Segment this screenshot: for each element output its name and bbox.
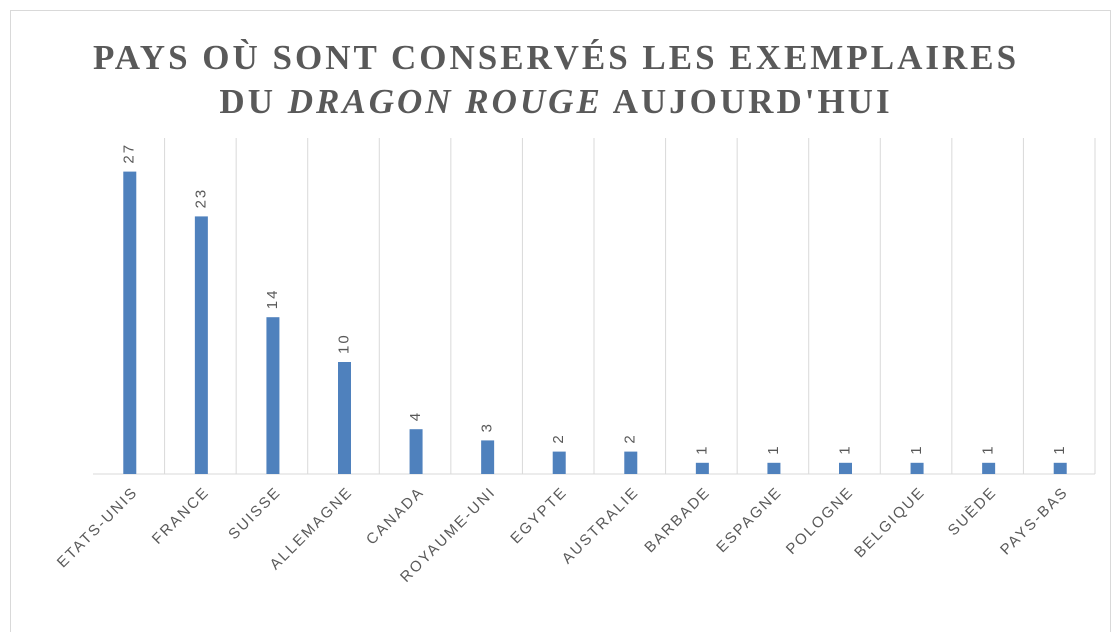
x-tick-label: POLOGNE <box>783 484 857 558</box>
data-label: 27 <box>121 143 138 164</box>
bar <box>552 451 566 474</box>
title-text: DU <box>219 82 276 121</box>
bar <box>695 462 709 474</box>
x-tick-label: EGYPTE <box>507 484 571 548</box>
x-tick-label: PAYS-BAS <box>997 484 1072 559</box>
data-label: 3 <box>479 422 496 432</box>
bar <box>767 462 781 474</box>
chart-title: PAYS OÙ SONT CONSERVÉS LES EXEMPLAIRES D… <box>0 36 1112 124</box>
bar <box>266 317 280 474</box>
bar <box>982 462 996 474</box>
data-label: 2 <box>622 433 639 443</box>
chart-border <box>10 10 1111 632</box>
bar <box>338 362 351 474</box>
x-tick-label: ESPAGNE <box>713 484 785 556</box>
x-tick-label: SUÈDE <box>945 484 1001 540</box>
data-label: 10 <box>335 333 352 354</box>
x-tick-label: BARBADE <box>641 484 714 557</box>
bar <box>839 462 852 474</box>
title-line: PAYS OÙ SONT CONSERVÉS LES EXEMPLAIRES <box>0 36 1112 80</box>
data-label: 4 <box>407 411 424 421</box>
bar <box>481 440 495 474</box>
data-label: 1 <box>765 444 782 454</box>
title-line: DU DRAGON ROUGE AUJOURD'HUI <box>0 80 1112 124</box>
bar <box>194 216 208 474</box>
x-tick-label: FRANCE <box>149 484 213 548</box>
data-label: 1 <box>908 444 925 454</box>
data-label: 1 <box>1051 444 1068 454</box>
bar <box>910 462 924 474</box>
bar <box>1053 462 1067 474</box>
data-label: 1 <box>693 444 710 454</box>
title-text: PAYS OÙ SONT CONSERVÉS LES EXEMPLAIRES <box>92 38 1020 77</box>
data-label: 1 <box>980 444 997 454</box>
data-label: 14 <box>264 289 281 310</box>
title-italic: DRAGON ROUGE <box>287 82 603 121</box>
data-label: 2 <box>550 433 567 443</box>
bar <box>624 451 638 474</box>
data-label: 1 <box>836 444 853 454</box>
x-tick-label: CANADA <box>363 484 428 549</box>
bar <box>409 429 423 474</box>
x-tick-label: ETATS-UNIS <box>54 484 142 572</box>
bar <box>123 171 137 474</box>
x-tick-label: AUSTRALIE <box>559 484 643 568</box>
data-label: 23 <box>192 188 209 209</box>
x-tick-label: SUISSE <box>225 484 284 543</box>
title-text: AUJOURD'HUI <box>612 82 893 121</box>
x-tick-label: BELGIQUE <box>851 484 929 562</box>
